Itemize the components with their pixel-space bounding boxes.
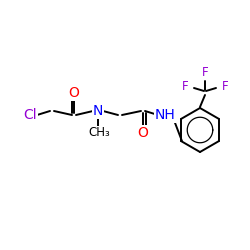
- Text: NH: NH: [154, 108, 176, 122]
- Text: Cl: Cl: [23, 108, 37, 122]
- Text: CH₃: CH₃: [88, 126, 110, 140]
- Text: F: F: [222, 80, 228, 92]
- Text: N: N: [93, 104, 103, 118]
- Text: F: F: [202, 66, 208, 80]
- Text: F: F: [182, 80, 188, 92]
- Text: O: O: [68, 86, 80, 100]
- Text: O: O: [138, 126, 148, 140]
